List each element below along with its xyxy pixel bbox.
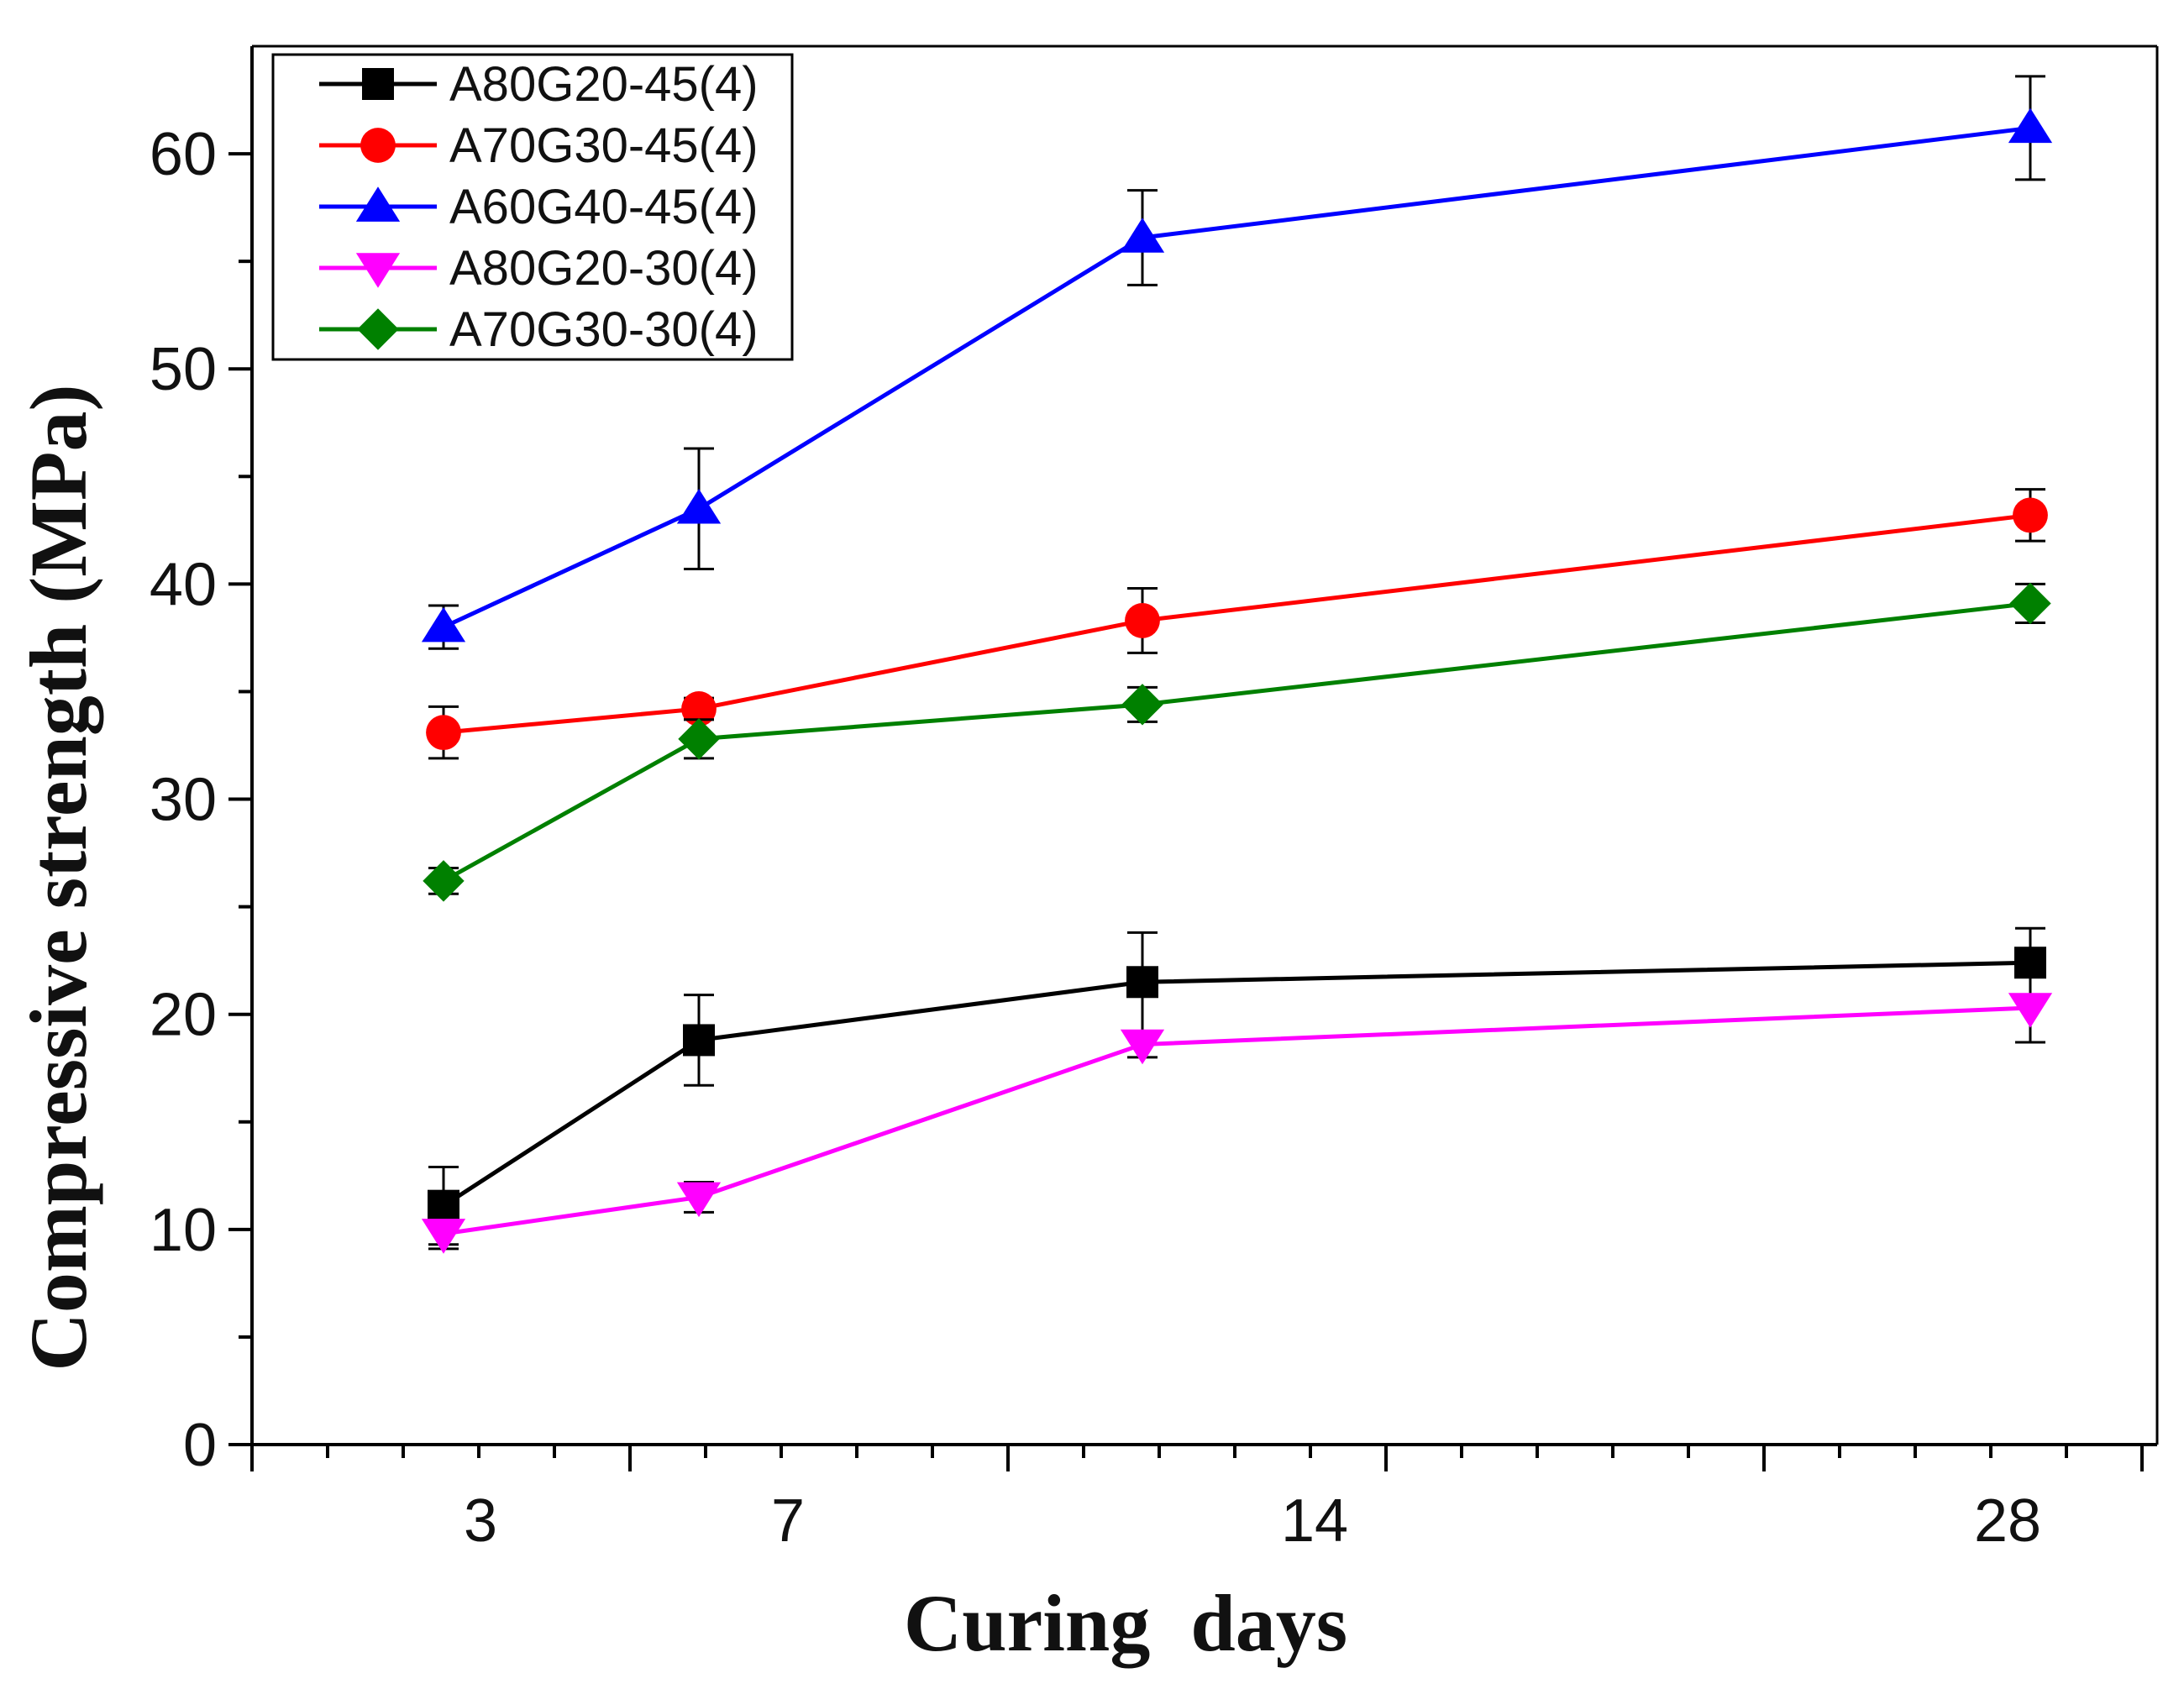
y-tick-label: 40 — [150, 551, 217, 618]
data-point — [421, 606, 466, 643]
y-tick-label: 20 — [150, 982, 217, 1049]
legend-label: A70G30-30(4) — [449, 302, 759, 357]
legend-label: A60G40-45(4) — [449, 180, 759, 234]
data-point — [2013, 497, 2048, 533]
y-tick-label: 50 — [150, 336, 217, 403]
series-2 — [426, 488, 2048, 760]
series-line — [442, 960, 2031, 1208]
data-point — [1125, 603, 1160, 638]
y-tick-label: 10 — [150, 1197, 217, 1264]
data-point — [2009, 582, 2051, 625]
data-point — [2008, 993, 2053, 1028]
series-4 — [421, 972, 2053, 1254]
data-point — [683, 1024, 715, 1057]
legend-marker — [357, 308, 399, 350]
data-point — [676, 488, 722, 524]
data-point — [421, 1219, 466, 1254]
data-point — [428, 1189, 459, 1222]
x-tick-label: 3 — [464, 1487, 497, 1555]
legend: A80G20-45(4) A70G30-45(4) A60G40-45(4) A80G… — [271, 53, 794, 361]
y-axis-title: Compressive strength (MPa) — [13, 385, 103, 1372]
series-1 — [428, 926, 2046, 1246]
series-line — [443, 1005, 2031, 1236]
data-point — [681, 691, 717, 726]
legend-label: A70G30-45(4) — [449, 118, 759, 173]
x-tick-label: 28 — [1974, 1487, 2041, 1555]
x-axis-title: Curing days — [904, 1578, 1347, 1668]
data-point — [2008, 108, 2053, 144]
series-line — [442, 601, 2031, 884]
data-point — [426, 715, 461, 751]
legend-marker — [362, 68, 394, 100]
data-point — [1126, 966, 1158, 999]
series-line — [442, 125, 2031, 629]
x-tick-label: 14 — [1281, 1487, 1348, 1555]
x-tick-label: 7 — [771, 1487, 805, 1555]
legend-marker — [355, 186, 401, 222]
data-point — [1120, 218, 1165, 253]
legend-marker — [355, 253, 401, 288]
legend-label: A80G20-30(4) — [449, 241, 759, 296]
data-point — [423, 860, 465, 902]
legend-label: A80G20-45(4) — [449, 57, 759, 112]
data-point — [1120, 1029, 1165, 1065]
series-3 — [421, 75, 2053, 650]
y-tick-label: 60 — [150, 121, 217, 188]
y-tick-label: 0 — [183, 1412, 217, 1479]
series-line — [443, 512, 2031, 735]
data-point — [676, 1182, 722, 1218]
data-point — [678, 718, 720, 760]
series-5 — [423, 582, 2051, 902]
series-layer — [421, 75, 2053, 1254]
data-point — [1121, 684, 1163, 726]
y-tick-label: 30 — [150, 767, 217, 834]
legend-marker — [360, 128, 396, 163]
